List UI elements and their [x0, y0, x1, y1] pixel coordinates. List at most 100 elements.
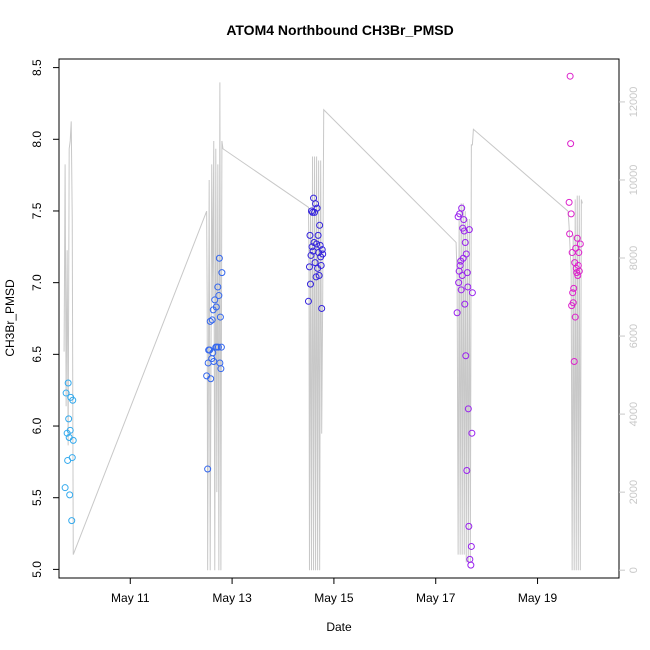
altitude-line: [63, 82, 583, 571]
data-point: [468, 289, 476, 297]
data-point: [310, 194, 318, 202]
data-point: [215, 254, 223, 262]
data-point: [468, 429, 476, 437]
x-axis: May 11 May 13 May 15 May 17 May 19: [111, 578, 558, 605]
data-point: [69, 436, 77, 444]
data-point: [571, 313, 579, 321]
y-axis-label: CH3Br_PMSD: [3, 279, 17, 357]
data-point: [453, 309, 461, 317]
data-point: [566, 72, 574, 80]
y2-tick-label: 2000: [628, 480, 640, 504]
data-point: [215, 292, 223, 300]
data-point: [313, 204, 321, 212]
data-point: [461, 239, 469, 247]
data-point: [458, 271, 466, 279]
data-point: [456, 261, 464, 269]
data-point: [68, 454, 76, 462]
data-point: [66, 491, 74, 499]
y-tick-label: 6.0: [30, 417, 44, 434]
chart-title: ATOM4 Northbound CH3Br_PMSD: [226, 22, 453, 38]
y-tick-label: 8.5: [30, 59, 44, 76]
data-point: [306, 231, 314, 239]
points-layer: [61, 72, 584, 569]
data-point: [65, 415, 73, 423]
data-point: [304, 297, 312, 305]
y2-tick-label: 4000: [628, 402, 640, 426]
data-point: [566, 230, 574, 238]
data-point: [316, 241, 324, 249]
data-point: [209, 349, 217, 357]
y2-tick-label: 8000: [628, 246, 640, 270]
data-point: [207, 375, 215, 383]
data-point: [574, 271, 582, 279]
data-point: [467, 561, 475, 569]
data-point: [316, 221, 324, 229]
x-tick-label: May 13: [212, 591, 252, 605]
data-point: [311, 259, 319, 267]
data-point: [457, 286, 465, 294]
data-point: [455, 279, 463, 287]
data-point: [463, 466, 471, 474]
data-point: [462, 250, 470, 258]
data-point: [64, 379, 72, 387]
data-point: [465, 226, 473, 234]
y-tick-label: 7.5: [30, 202, 44, 219]
data-point: [575, 249, 583, 257]
data-point: [214, 343, 222, 351]
data-point: [460, 227, 468, 235]
y-tick-label: 7.0: [30, 274, 44, 291]
data-point: [204, 465, 212, 473]
data-point: [214, 283, 222, 291]
altitude-layer: [63, 82, 583, 571]
y-tick-label: 5.0: [30, 561, 44, 578]
y2-tick-label: 12000: [628, 87, 640, 118]
y-tick-label: 8.0: [30, 131, 44, 148]
x-axis-label: Date: [326, 620, 352, 634]
data-point: [460, 216, 468, 224]
y-tick-label: 5.5: [30, 489, 44, 506]
data-point: [575, 267, 583, 275]
data-point: [463, 269, 471, 277]
data-point: [217, 365, 225, 373]
data-point: [317, 261, 325, 269]
x-tick-label: May 15: [314, 591, 354, 605]
data-point: [318, 304, 326, 312]
data-point: [66, 426, 74, 434]
data-point: [569, 289, 577, 297]
y-tick-label: 6.5: [30, 346, 44, 363]
data-point: [217, 343, 225, 351]
y2-tick-label: 0: [628, 567, 640, 573]
data-point: [216, 359, 224, 367]
y2-tick-label: 6000: [628, 324, 640, 348]
data-point: [305, 263, 313, 271]
data-point: [211, 296, 219, 304]
data-point: [569, 299, 577, 307]
data-point: [568, 249, 576, 257]
x-tick-label: May 19: [518, 591, 558, 605]
data-point: [461, 300, 469, 308]
plot-frame: [58, 58, 620, 579]
data-point: [307, 251, 315, 259]
data-point: [315, 271, 323, 279]
data-point: [318, 246, 326, 254]
data-point: [570, 284, 578, 292]
data-point: [567, 210, 575, 218]
x-tick-label: May 17: [416, 591, 456, 605]
data-point: [212, 303, 220, 311]
data-point: [306, 280, 314, 288]
data-point: [62, 389, 70, 397]
data-point: [565, 198, 573, 206]
x-tick-label: May 11: [111, 591, 150, 605]
data-point: [567, 140, 575, 148]
data-point: [458, 204, 466, 212]
data-point: [464, 283, 472, 291]
data-point: [319, 250, 327, 258]
data-point: [312, 200, 320, 208]
data-point: [467, 542, 475, 550]
data-point: [208, 316, 216, 324]
data-point: [61, 484, 69, 492]
data-point: [573, 234, 581, 242]
data-point: [462, 352, 470, 360]
data-point: [218, 269, 226, 277]
